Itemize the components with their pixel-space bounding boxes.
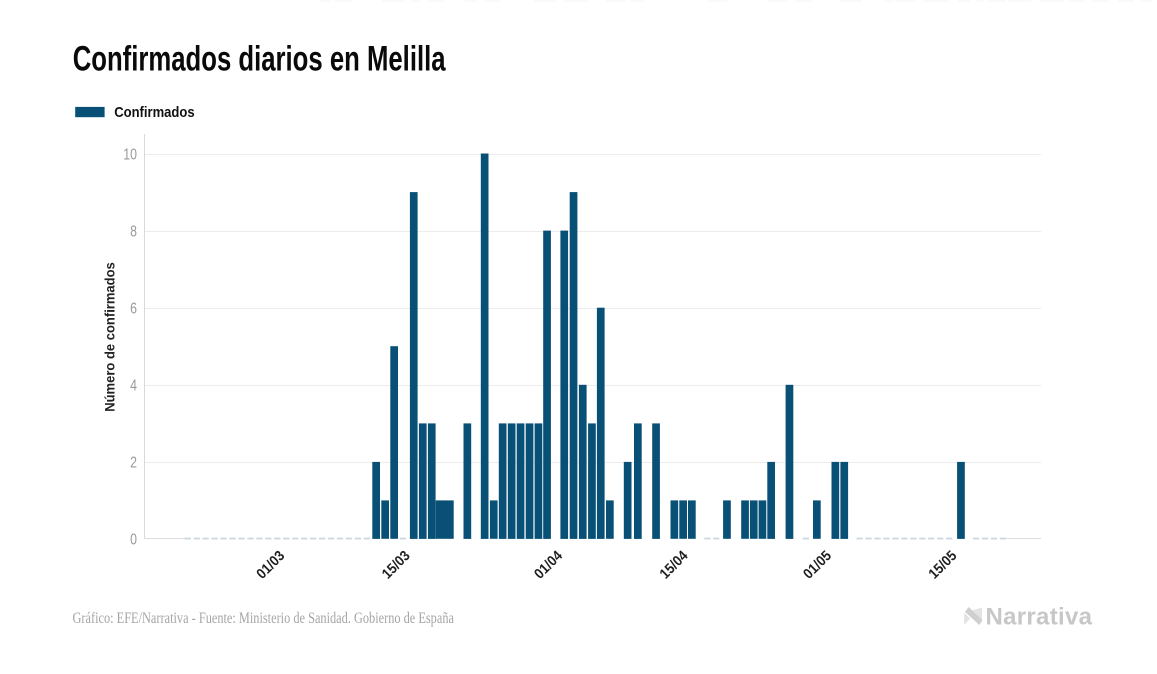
svg-text:Narrativa: Narrativa [986, 604, 1093, 631]
svg-text:8: 8 [130, 223, 137, 241]
svg-text:6: 6 [130, 300, 137, 318]
svg-text:Gráfico: EFE/Narrativa - Fuent: Gráfico: EFE/Narrativa - Fuente: Ministe… [73, 611, 455, 628]
svg-text:10: 10 [123, 146, 137, 164]
svg-text:Confirmados diarios en Melilla: Confirmados diarios en Melilla [73, 39, 447, 79]
svg-text:Confirmados: Confirmados [114, 104, 195, 120]
svg-text:4: 4 [130, 377, 137, 395]
svg-text:2: 2 [130, 454, 137, 472]
svg-text:0: 0 [130, 531, 137, 549]
svg-text:Número de confirmados: Número de confirmados [102, 262, 118, 412]
